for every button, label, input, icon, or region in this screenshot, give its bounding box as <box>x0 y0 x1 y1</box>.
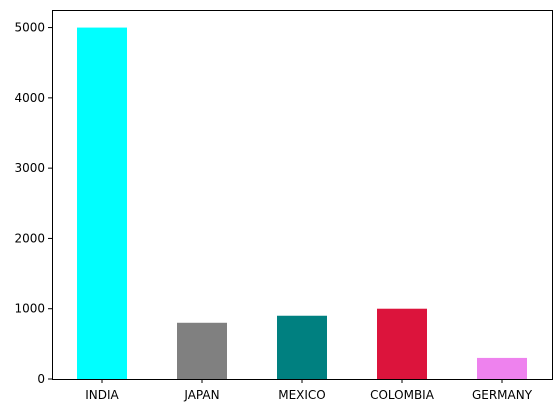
x-axis-ticks: INDIA JAPAN MEXICO COLOMBIA GERMANY <box>85 379 533 402</box>
x-tick-label: MEXICO <box>278 388 326 402</box>
y-tick-label: 0 <box>37 372 45 386</box>
bar-japan <box>177 322 227 379</box>
x-tick-label: COLOMBIA <box>370 388 435 402</box>
x-tick-label: JAPAN <box>183 388 219 402</box>
y-tick-label: 1000 <box>14 302 45 316</box>
x-tick-label: GERMANY <box>472 388 533 402</box>
y-tick-label: 4000 <box>14 91 45 105</box>
bar-india <box>77 27 127 379</box>
bars-group <box>77 27 527 379</box>
bar-mexico <box>277 315 327 379</box>
plot-frame <box>52 10 553 380</box>
y-axis-ticks: 0 1000 2000 3000 4000 5000 <box>14 21 52 386</box>
y-tick-label: 3000 <box>14 161 45 175</box>
y-tick-label: 2000 <box>14 231 45 245</box>
x-tick-label: INDIA <box>85 388 119 402</box>
bar-germany <box>477 357 527 379</box>
bar-colombia <box>377 308 427 379</box>
y-tick-label: 5000 <box>14 21 45 35</box>
